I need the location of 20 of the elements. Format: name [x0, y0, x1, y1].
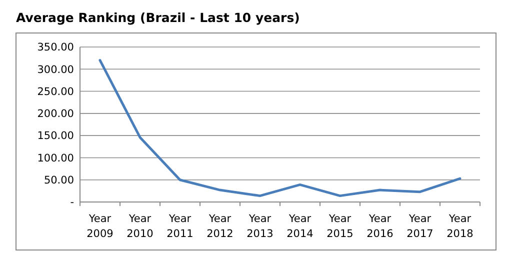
- x-tick-label: Year 2017: [406, 213, 434, 240]
- y-tick-label: 200.00: [37, 108, 74, 120]
- y-tick-label: 250.00: [37, 86, 74, 98]
- x-tick-label: Year 2015: [326, 213, 354, 240]
- y-tick-label: 350.00: [37, 42, 74, 54]
- y-tick-label: -: [70, 196, 74, 209]
- line-series: [98, 59, 462, 198]
- x-tick-label: Year 2012: [206, 213, 234, 240]
- x-tick-label: Year 2010: [126, 213, 154, 240]
- y-tick-label: 150.00: [37, 130, 74, 142]
- y-tick-label: 50.00: [44, 174, 74, 187]
- chart-title: Average Ranking (Brazil - Last 10 years): [16, 10, 300, 25]
- x-tick-label: Year 2014: [286, 213, 314, 240]
- x-tick-label: Year 2018: [446, 213, 474, 240]
- y-tick-label: 300.00: [37, 64, 74, 76]
- x-tick-label: Year 2016: [366, 213, 394, 240]
- y-tick-label: 100.00: [37, 152, 74, 164]
- x-tick-label: Year 2011: [166, 213, 194, 240]
- x-tick-label: Year 2009: [86, 213, 114, 240]
- x-tick-label: Year 2013: [246, 213, 274, 240]
